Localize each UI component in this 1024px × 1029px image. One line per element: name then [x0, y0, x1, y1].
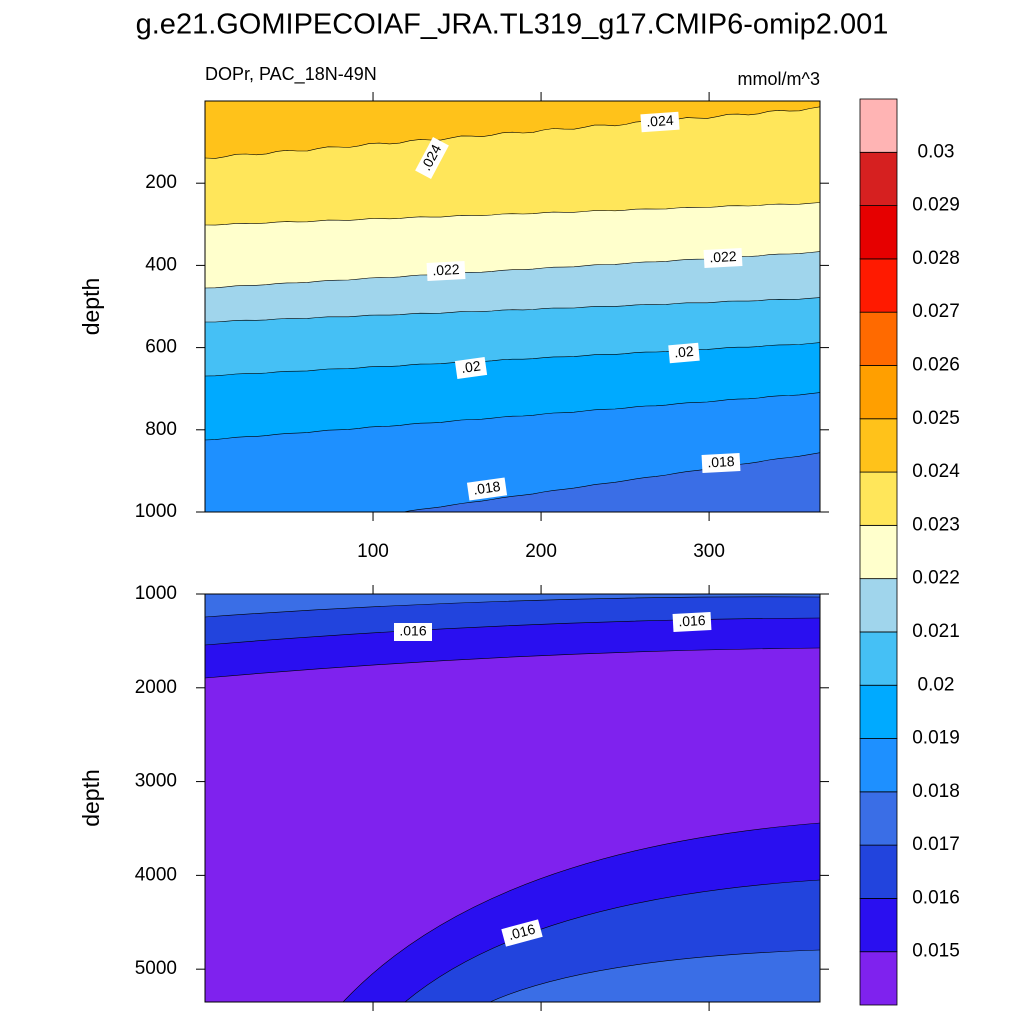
contour-label: .018 — [701, 453, 741, 473]
x-tick-label: 200 — [525, 541, 557, 562]
colorbar-box — [859, 684, 898, 739]
contour-band — [490, 950, 820, 1002]
y-tick-label: 5000 — [135, 958, 177, 979]
colorbar-label: 0.029 — [912, 195, 960, 216]
colorbar-label: 0.017 — [912, 834, 960, 855]
contour-label-bg — [701, 453, 741, 473]
contour-line — [205, 392, 820, 441]
contour-line — [205, 342, 820, 377]
contour-label-text: .018 — [472, 478, 501, 498]
chart-title: g.e21.GOMIPECOIAF_JRA.TL319_g17.CMIP6-om… — [136, 9, 889, 41]
colorbar-box — [859, 418, 898, 473]
contour-line — [205, 647, 820, 679]
colorbar-box — [859, 951, 898, 1006]
contour-label: .016 — [672, 612, 712, 632]
contour-label-bg — [454, 356, 488, 380]
colorbar-label: 0.026 — [912, 354, 960, 375]
contour-line — [205, 202, 820, 226]
contour-line — [205, 297, 820, 323]
contour-label: .022 — [426, 261, 466, 281]
colorbar-label: 0.019 — [912, 728, 960, 749]
contour-label: .022 — [703, 248, 743, 268]
y-tick-label: 400 — [145, 254, 177, 275]
y-tick-label: 800 — [145, 419, 177, 440]
contour-label-text: .018 — [707, 453, 735, 470]
plot-area — [205, 101, 820, 512]
contour-label: .024 — [640, 111, 680, 133]
contour-label: .016 — [501, 919, 543, 947]
colorbar-label: 0.028 — [912, 248, 960, 269]
y-tick-label: 2000 — [135, 677, 177, 698]
contour-label-bg — [466, 477, 508, 501]
x-tick-label: 100 — [357, 541, 389, 562]
contour-line — [205, 596, 820, 618]
colorbar-box — [859, 258, 898, 313]
y-tick-label: 3000 — [135, 771, 177, 792]
colorbar-box — [859, 524, 898, 580]
contour-label-bg — [640, 111, 680, 133]
colorbar-box — [859, 151, 898, 206]
contour-label-bg — [501, 919, 543, 947]
colorbar-box — [859, 98, 898, 153]
y-axis-label: depth — [78, 769, 104, 827]
colorbar-label: 0.025 — [912, 408, 960, 429]
contour-label-text: .024 — [646, 112, 675, 130]
colorbar-label: 0.02 — [918, 674, 955, 695]
colorbar-label: 0.021 — [912, 621, 960, 642]
contour-line — [404, 879, 820, 1002]
contour-line — [205, 617, 820, 646]
contour-label-bg — [668, 342, 700, 364]
contour-label-text: .02 — [673, 343, 694, 361]
y-tick-label: 600 — [145, 337, 177, 358]
contour-label-bg — [426, 261, 466, 281]
colorbar-box — [859, 844, 898, 899]
y-axis-label: depth — [78, 278, 104, 336]
contour-label-text: .016 — [399, 623, 426, 639]
colorbar-label: 0.023 — [912, 514, 960, 535]
contour-label-bg — [394, 623, 432, 641]
contour-line — [342, 822, 820, 1002]
y-tick-label: 4000 — [135, 864, 177, 885]
colorbar-box — [859, 578, 898, 633]
colorbar-box — [859, 365, 898, 420]
contour-label-text: .022 — [432, 261, 460, 278]
contour-label-bg — [703, 248, 743, 268]
colorbar-label: 0.016 — [912, 887, 960, 908]
contour-label: .018 — [466, 477, 508, 501]
colorbar-label: 0.024 — [912, 461, 960, 482]
contour-label-text: .02 — [460, 357, 482, 376]
y-tick-label: 200 — [145, 172, 177, 193]
x-tick-label: 300 — [693, 541, 725, 562]
colorbar-box — [859, 738, 898, 793]
colorbar-box — [859, 471, 898, 526]
contour-label-text: .022 — [709, 248, 737, 265]
y-tick-label: 1000 — [135, 583, 177, 604]
contour-line — [489, 949, 820, 1002]
contour-band — [205, 594, 820, 617]
subtitle: DOPr, PAC_18N-49N — [205, 64, 377, 85]
contour-label: .02 — [454, 356, 488, 380]
contour-label-bg — [672, 612, 712, 632]
colorbar-label: 0.03 — [918, 141, 955, 162]
contour-label-text: .016 — [678, 612, 706, 629]
contour-label-bg — [415, 136, 449, 180]
colorbar-box — [859, 311, 898, 366]
colorbar-box — [859, 898, 898, 953]
colorbar-label: 0.015 — [912, 941, 960, 962]
plot-frame — [204, 100, 821, 513]
y-tick-label: 1000 — [135, 501, 177, 522]
contour-label: .02 — [668, 342, 700, 364]
contour-label: .016 — [394, 623, 432, 641]
plot-frame — [204, 593, 821, 1003]
contour-label-text: .016 — [506, 920, 537, 943]
units: mmol/m^3 — [738, 69, 820, 89]
colorbar-label: 0.022 — [912, 568, 960, 589]
colorbar-box — [859, 791, 898, 846]
colorbar-box — [859, 205, 898, 260]
contour-line — [205, 106, 820, 159]
colorbar-label: 0.018 — [912, 781, 960, 802]
colorbar-label: 0.027 — [912, 301, 960, 322]
colorbar-box — [859, 631, 898, 686]
